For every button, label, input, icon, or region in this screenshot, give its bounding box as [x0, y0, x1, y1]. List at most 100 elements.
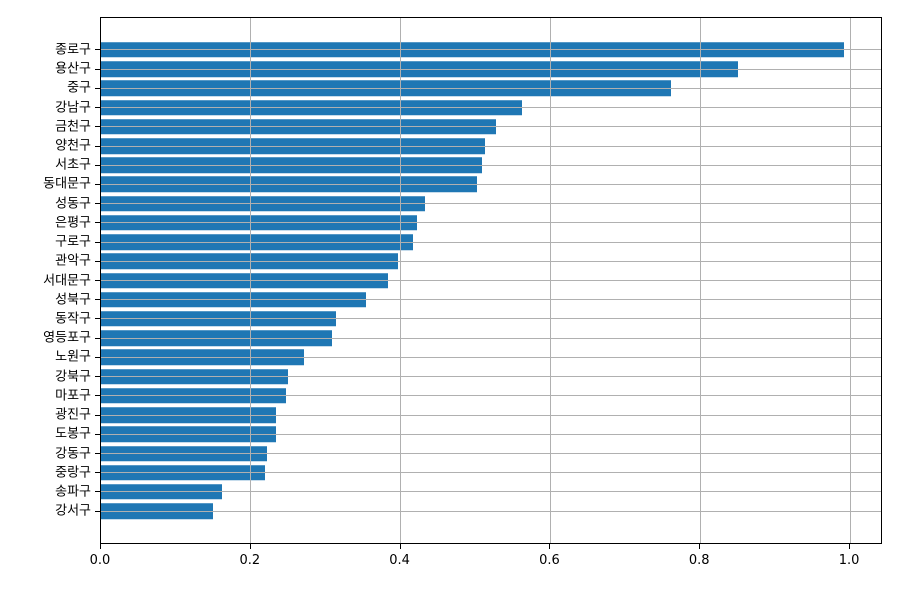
- y-tick-mark: [95, 356, 100, 358]
- y-tick-mark: [95, 183, 100, 185]
- y-tick-label: 광진구: [55, 407, 91, 423]
- chart-row: 구로구: [55, 232, 881, 251]
- x-tick-label: 1.0: [838, 553, 860, 568]
- y-tick-mark: [95, 491, 100, 493]
- chart-row: 동작구: [55, 309, 881, 328]
- h-gridline: [101, 222, 881, 224]
- h-gridline: [101, 145, 881, 147]
- y-tick-label: 금천구: [55, 119, 91, 135]
- h-gridline: [101, 107, 881, 109]
- y-tick-mark: [95, 299, 100, 301]
- y-tick-label: 성북구: [55, 292, 91, 308]
- chart-row: 광진구: [55, 405, 881, 424]
- y-tick-mark: [95, 472, 100, 474]
- h-gridline: [101, 49, 881, 51]
- h-gridline: [101, 453, 881, 454]
- x-tick-mark: [849, 544, 851, 549]
- x-tick-mark: [399, 544, 401, 549]
- y-tick-label: 동대문구: [43, 176, 91, 192]
- chart-row: 성동구: [55, 194, 881, 213]
- chart-row: 노원구: [55, 348, 881, 367]
- x-tick-mark: [249, 544, 251, 549]
- x-axis: 0.0 0.2 0.4 0.6 0.8 1.0: [90, 544, 882, 584]
- chart-row: 금천구: [55, 117, 881, 136]
- h-gridline: [101, 183, 881, 185]
- y-tick-label: 종로구: [55, 42, 91, 58]
- y-tick-mark: [95, 49, 100, 51]
- y-tick-mark: [95, 318, 100, 320]
- y-tick-mark: [95, 433, 100, 435]
- h-gridline: [101, 414, 881, 416]
- chart-row: 양천구: [55, 136, 881, 155]
- x-tick-label: 0.6: [539, 553, 560, 568]
- h-gridline: [101, 318, 881, 320]
- x-tick-mark: [549, 544, 551, 549]
- y-tick-mark: [95, 260, 100, 262]
- y-tick-mark: [95, 453, 100, 454]
- y-tick-label: 강북구: [55, 369, 91, 385]
- x-tick-label: 0.4: [389, 553, 410, 568]
- chart-row: 성북구: [55, 290, 881, 309]
- y-tick-label: 중랑구: [55, 465, 91, 481]
- y-tick-mark: [95, 376, 100, 378]
- y-tick-label: 구로구: [55, 234, 91, 250]
- chart-row: 중랑구: [55, 463, 881, 482]
- y-tick-label: 도봉구: [55, 426, 91, 442]
- h-gridline: [101, 87, 881, 89]
- y-tick-label: 중구: [67, 80, 91, 96]
- chart-row: 강북구: [55, 367, 881, 386]
- y-tick-mark: [95, 164, 100, 166]
- y-tick-mark: [95, 68, 100, 70]
- h-gridline: [101, 433, 881, 435]
- chart-row: 강서구: [55, 502, 881, 521]
- h-gridline: [101, 337, 881, 339]
- y-tick-label: 송파구: [55, 484, 91, 500]
- x-tick-mark: [100, 544, 101, 549]
- y-tick-label: 노원구: [55, 349, 91, 365]
- y-tick-mark: [95, 145, 100, 147]
- y-tick-mark: [95, 241, 100, 243]
- y-tick-label: 동작구: [55, 311, 91, 327]
- y-tick-mark: [95, 87, 100, 89]
- chart-row: 종로구: [55, 40, 881, 59]
- h-gridline: [101, 356, 881, 358]
- h-gridline: [101, 376, 881, 378]
- chart-row: 은평구: [55, 213, 881, 232]
- h-gridline: [101, 126, 881, 128]
- h-gridline: [101, 203, 881, 205]
- y-tick-label: 강동구: [55, 446, 91, 461]
- y-tick-label: 강남구: [55, 100, 91, 116]
- chart-row: 중구: [67, 79, 881, 98]
- y-tick-mark: [95, 280, 100, 282]
- y-tick-label: 마포구: [55, 388, 91, 404]
- chart-row: 관악구: [55, 252, 881, 271]
- h-gridline: [101, 280, 881, 282]
- y-tick-mark: [95, 203, 100, 205]
- y-tick-label: 강서구: [55, 503, 91, 519]
- h-gridline: [101, 395, 881, 397]
- y-tick-mark: [95, 222, 100, 224]
- y-tick-label: 관악구: [55, 253, 91, 269]
- chart-row: 송파구: [55, 482, 881, 501]
- h-gridline: [101, 491, 881, 493]
- y-tick-mark: [95, 510, 100, 512]
- x-tick-label: 0.8: [688, 553, 710, 568]
- chart-row: 강남구: [55, 98, 881, 117]
- y-tick-label: 은평구: [55, 215, 91, 231]
- h-gridline: [101, 164, 881, 166]
- plot-area: 종로구 용산구 중구 강남구 금천구 양천구 서초구 동대문구 성동구 은평구 구로구 관악구 서대문구…: [43, 17, 882, 544]
- y-tick-mark: [95, 337, 100, 339]
- y-tick-mark: [95, 395, 100, 397]
- chart-row: 영등포구: [43, 329, 881, 348]
- x-tick-label: 0.0: [89, 553, 111, 568]
- chart-row: 서초구: [55, 156, 881, 175]
- h-gridline: [101, 299, 881, 301]
- x-tick-label: 0.2: [239, 553, 261, 568]
- y-tick-label: 양천구: [55, 138, 91, 154]
- y-tick-label: 영등포구: [43, 330, 91, 346]
- y-tick-label: 서초구: [55, 157, 91, 173]
- y-tick-mark: [95, 414, 100, 416]
- chart-row: 마포구: [55, 386, 881, 405]
- y-tick-mark: [95, 126, 100, 128]
